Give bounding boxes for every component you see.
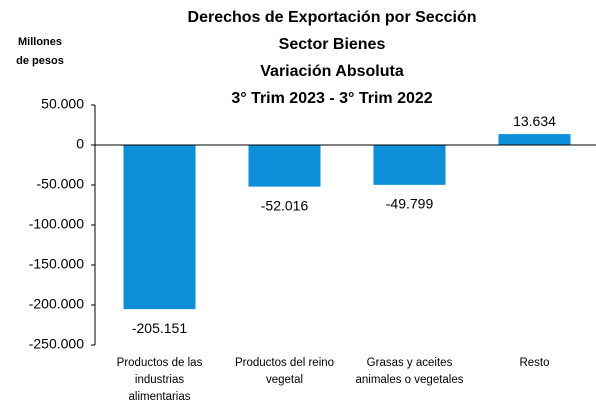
chart-title: Variación Absoluta xyxy=(260,63,404,80)
bar xyxy=(248,145,321,187)
y-tick-label: 0 xyxy=(76,136,84,152)
y-tick-label: -250.000 xyxy=(29,336,84,352)
y-tick-label: -150.000 xyxy=(29,256,84,272)
y-tick-label: -100.000 xyxy=(29,216,84,232)
data-label: -205.151 xyxy=(132,320,187,336)
y-tick-label: -50.000 xyxy=(37,176,85,192)
chart-title: Sector Bienes xyxy=(279,36,386,53)
chart-title: 3° Trim 2023 - 3° Trim 2022 xyxy=(231,90,432,107)
bar xyxy=(498,134,571,145)
data-label: 13.634 xyxy=(513,113,556,129)
y-tick-label: 50.000 xyxy=(41,96,84,112)
x-tick-label: Grasas y aceites animales o vegetales xyxy=(355,357,464,386)
y-axis-label: Millones xyxy=(18,36,62,48)
data-label: -52.016 xyxy=(261,197,309,213)
bar xyxy=(373,145,446,185)
x-tick-label: Productos de las industrias alimentarias xyxy=(116,357,203,403)
x-tick-label: Resto xyxy=(519,357,550,369)
y-tick-label: -200.000 xyxy=(29,296,84,312)
data-label: -49.799 xyxy=(386,196,434,212)
x-tick-label: Productos del reino vegetal xyxy=(234,357,335,386)
y-axis-label: de pesos xyxy=(16,55,64,67)
chart-title: Derechos de Exportación por Sección xyxy=(188,9,477,26)
bar xyxy=(123,145,196,310)
